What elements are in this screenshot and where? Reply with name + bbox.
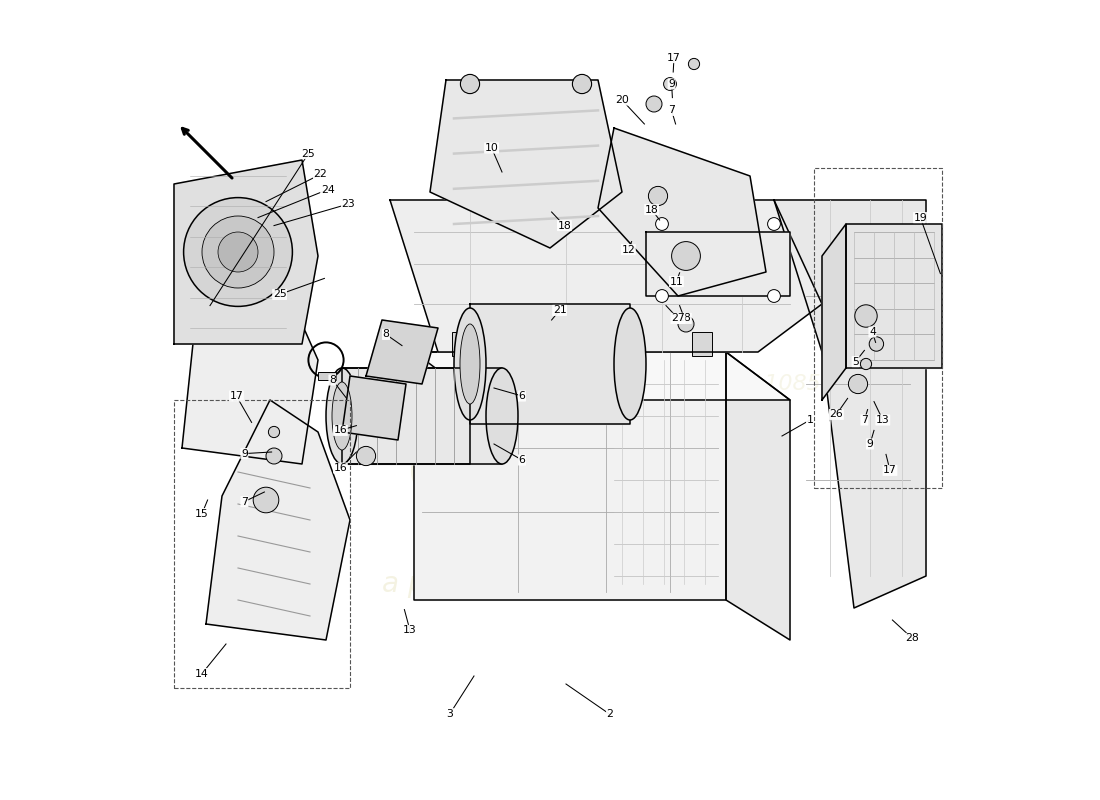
Circle shape [663, 78, 676, 90]
Text: 11: 11 [670, 277, 683, 286]
Text: 17: 17 [230, 391, 243, 401]
Circle shape [656, 218, 669, 230]
Text: 16: 16 [333, 426, 348, 435]
Circle shape [461, 74, 480, 94]
Polygon shape [726, 352, 790, 640]
Circle shape [356, 446, 375, 466]
Text: 13: 13 [876, 415, 890, 425]
Bar [619, 332, 640, 356]
Text: 3: 3 [447, 709, 453, 718]
Text: a passion for excellence: a passion for excellence [382, 570, 718, 598]
Text: 27: 27 [671, 314, 685, 323]
Circle shape [860, 358, 871, 370]
Text: 12: 12 [621, 245, 636, 254]
Ellipse shape [486, 368, 518, 464]
Circle shape [869, 337, 883, 351]
Circle shape [678, 316, 694, 332]
Polygon shape [646, 232, 790, 296]
Circle shape [672, 242, 701, 270]
Circle shape [689, 58, 700, 70]
Text: 9: 9 [867, 439, 873, 449]
Text: 23: 23 [341, 199, 355, 209]
Text: 26: 26 [829, 410, 844, 419]
Text: reference #1085: reference #1085 [631, 374, 821, 394]
Bar [692, 332, 713, 356]
Text: 6: 6 [518, 455, 526, 465]
Circle shape [656, 290, 669, 302]
Circle shape [848, 374, 868, 394]
Polygon shape [846, 224, 942, 368]
Circle shape [855, 305, 877, 327]
Text: 25: 25 [301, 149, 316, 158]
Text: 9: 9 [241, 449, 248, 458]
Circle shape [253, 487, 278, 513]
Ellipse shape [332, 382, 352, 450]
Text: 17: 17 [883, 466, 896, 475]
Text: 7: 7 [241, 497, 248, 506]
Text: 22: 22 [314, 170, 328, 179]
Text: 4: 4 [869, 327, 876, 337]
Text: 9: 9 [668, 79, 675, 89]
Circle shape [184, 198, 293, 306]
Polygon shape [390, 200, 822, 352]
Text: 25: 25 [273, 290, 286, 299]
Text: 10: 10 [485, 143, 498, 153]
Polygon shape [174, 160, 318, 344]
Bar [452, 332, 472, 356]
Text: 7: 7 [668, 106, 675, 115]
Text: euro: euro [407, 410, 693, 518]
Text: 20: 20 [615, 95, 629, 105]
Circle shape [218, 232, 258, 272]
Bar [540, 332, 560, 356]
Text: 18: 18 [558, 221, 571, 230]
Text: 5: 5 [852, 357, 859, 366]
Text: 14: 14 [195, 669, 209, 678]
Ellipse shape [460, 324, 480, 404]
Text: 17: 17 [667, 53, 681, 62]
Circle shape [266, 448, 282, 464]
Text: 2: 2 [606, 710, 614, 719]
Text: 18: 18 [678, 314, 691, 323]
Circle shape [202, 216, 274, 288]
Polygon shape [182, 288, 318, 464]
Circle shape [768, 218, 780, 230]
Polygon shape [822, 224, 846, 400]
Text: 16: 16 [333, 463, 348, 473]
Polygon shape [774, 200, 926, 608]
Text: 8: 8 [383, 330, 389, 339]
Polygon shape [342, 368, 470, 464]
Polygon shape [430, 80, 622, 248]
Polygon shape [366, 320, 438, 384]
Bar [174, 400, 350, 688]
Text: 21: 21 [552, 306, 567, 315]
Bar [814, 168, 942, 488]
Ellipse shape [326, 368, 358, 464]
Bar [318, 372, 336, 380]
Text: 8: 8 [329, 375, 336, 385]
Text: 28: 28 [905, 634, 920, 643]
Circle shape [268, 426, 279, 438]
Polygon shape [206, 400, 350, 640]
Polygon shape [342, 376, 406, 440]
Text: 19: 19 [913, 213, 927, 222]
Ellipse shape [614, 308, 646, 420]
Text: 6: 6 [518, 391, 526, 401]
Polygon shape [414, 352, 726, 600]
Text: 15: 15 [195, 509, 209, 518]
Text: 13: 13 [403, 626, 417, 635]
Polygon shape [414, 352, 790, 400]
Circle shape [646, 96, 662, 112]
Text: 24: 24 [321, 185, 334, 194]
Text: 7: 7 [861, 415, 868, 425]
Circle shape [648, 186, 668, 206]
Text: 18: 18 [645, 205, 659, 214]
Circle shape [768, 290, 780, 302]
Circle shape [572, 74, 592, 94]
Text: 1: 1 [806, 415, 813, 425]
Polygon shape [342, 368, 502, 464]
Polygon shape [470, 304, 630, 424]
Polygon shape [598, 128, 766, 296]
Ellipse shape [454, 308, 486, 420]
